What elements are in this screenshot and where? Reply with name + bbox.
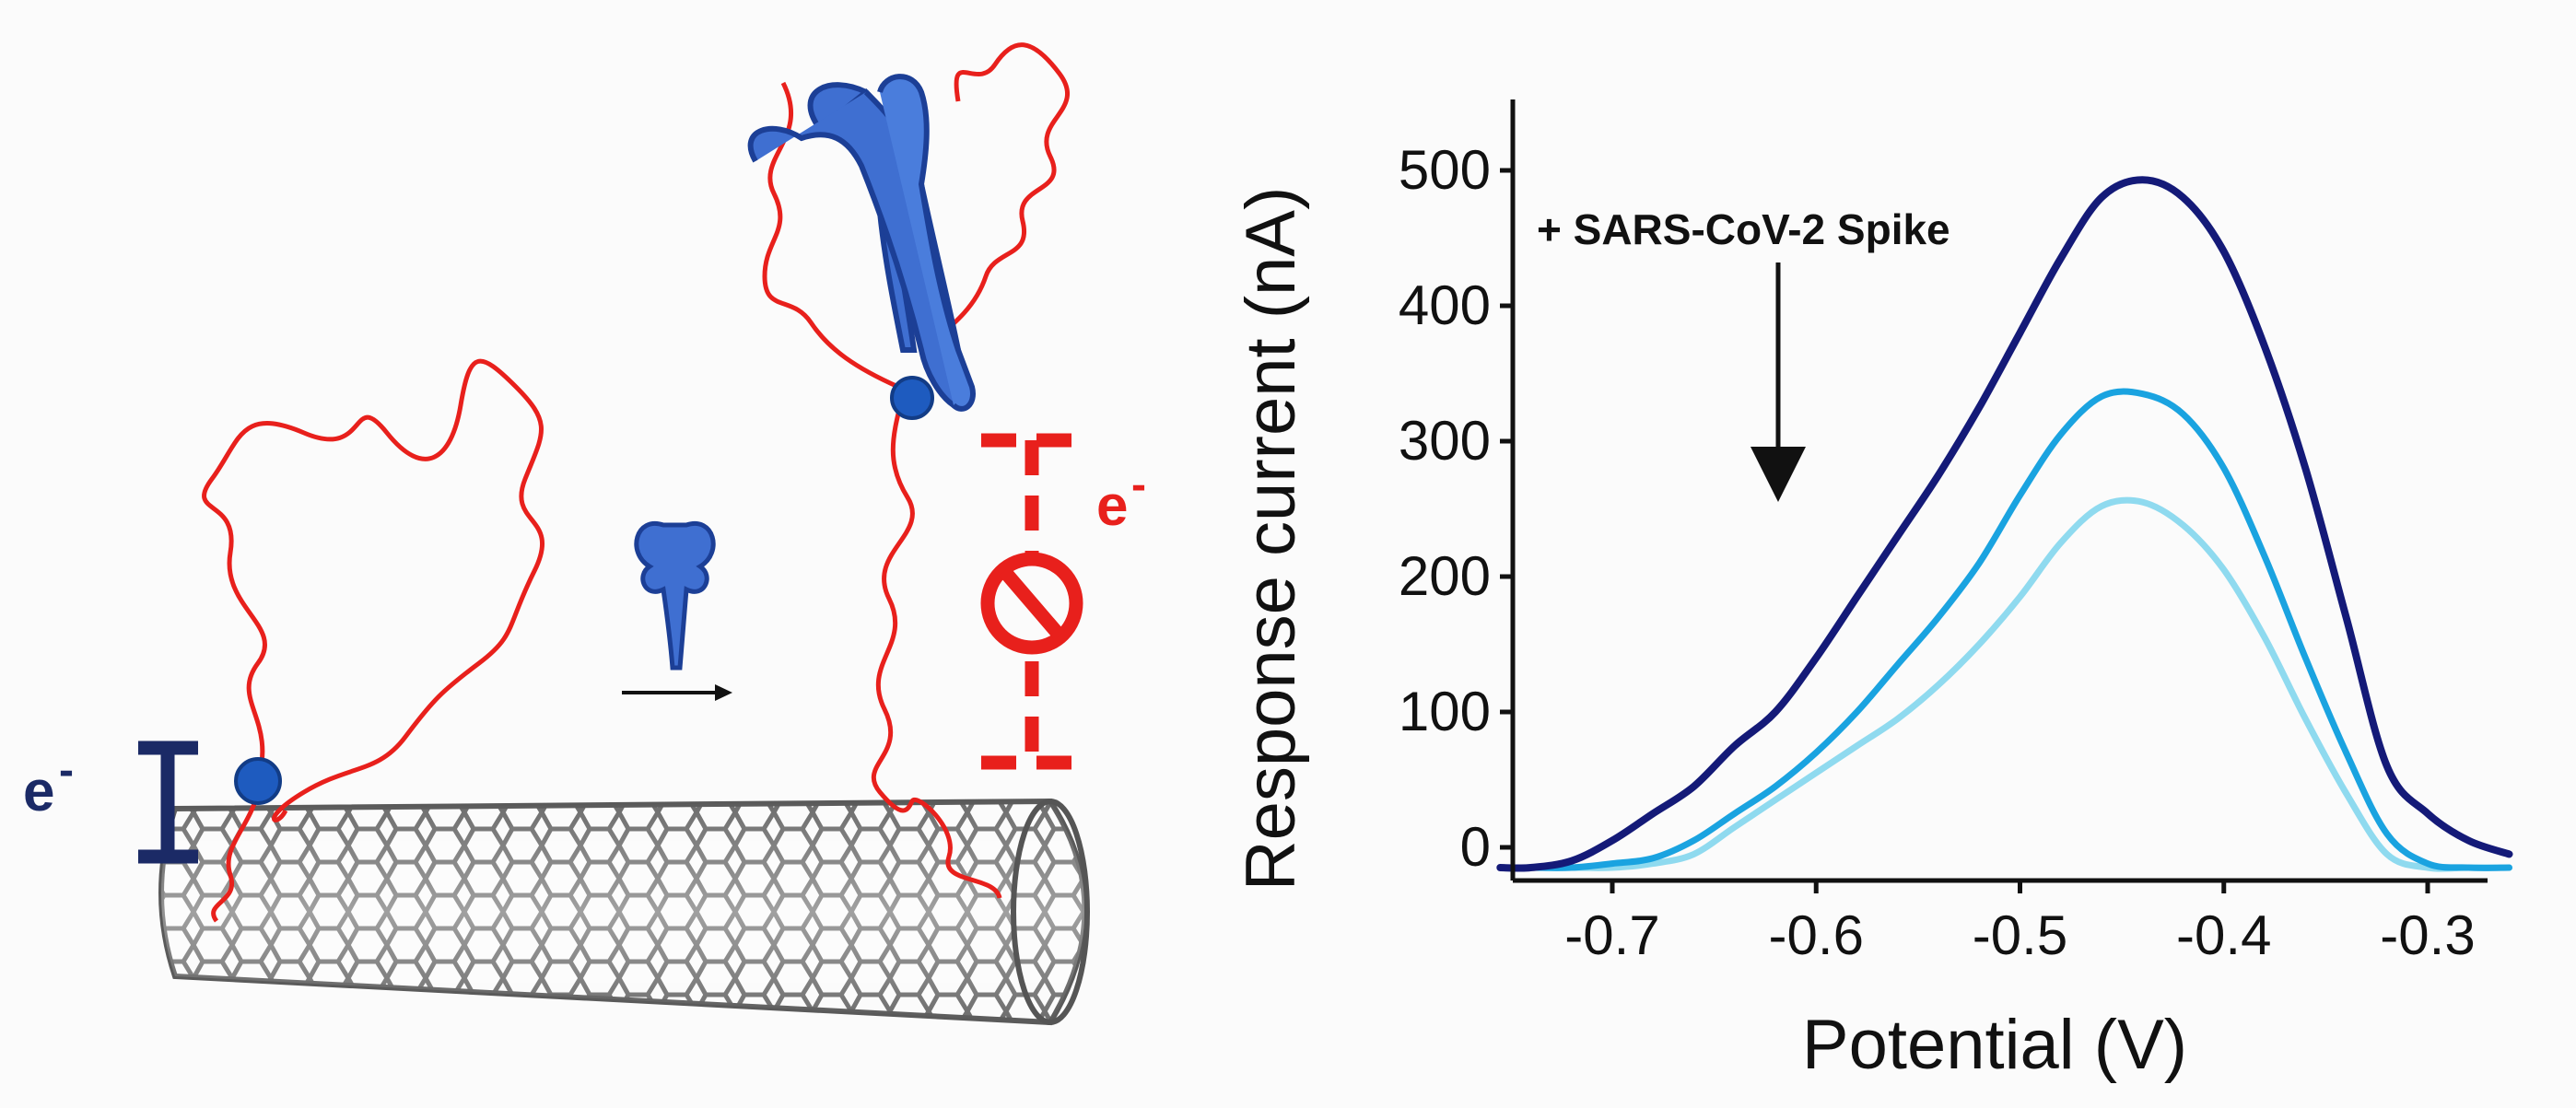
y-axis-label: Response current (nA) — [1232, 187, 1310, 892]
electron-superscript-right: - — [1131, 461, 1146, 509]
x-ticks: -0.7 -0.6 -0.5 -0.4 -0.3 — [1564, 881, 2476, 966]
y-tick-label: 400 — [1399, 274, 1491, 336]
y-tick-label: 500 — [1399, 139, 1491, 201]
aptamer-strand-left — [202, 358, 545, 822]
schematic: e - e - — [23, 42, 1146, 1026]
aptamer-tail-left — [211, 791, 261, 923]
electron-label-left: e — [23, 760, 54, 823]
spike-protein-large — [747, 74, 976, 412]
electron-label-right: e — [1096, 474, 1128, 538]
redox-reporter-right — [890, 376, 934, 420]
series-line-1 — [1496, 176, 2513, 872]
aptamer-loop-right — [762, 42, 1070, 390]
decrease-arrow — [1751, 262, 1806, 502]
spike-protein-small — [634, 520, 716, 671]
y-tick-label: 0 — [1460, 816, 1491, 878]
chart-annotation: + SARS-CoV-2 Spike — [1537, 205, 1950, 253]
y-ticks: 0 100 200 300 400 500 — [1399, 139, 1513, 878]
x-axis-label: Potential (V) — [1802, 1006, 2187, 1084]
x-tick-label: -0.7 — [1564, 904, 1659, 966]
x-tick-label: -0.3 — [2380, 904, 2475, 966]
electron-transfer-left: e - — [23, 741, 198, 864]
y-tick-label: 300 — [1399, 410, 1491, 472]
series-line-3 — [1496, 496, 2512, 872]
reaction-arrow — [622, 684, 732, 701]
carbon-nanotube — [158, 798, 1090, 1026]
y-tick-label: 100 — [1399, 681, 1491, 742]
electron-superscript-left: - — [59, 746, 74, 795]
chart: -0.7 -0.6 -0.5 -0.4 -0.3 0 100 200 300 400 500 Po… — [1232, 99, 2513, 1084]
aptamer-strand-right — [872, 393, 1002, 899]
y-tick-label: 200 — [1399, 545, 1491, 607]
x-tick-label: -0.6 — [1769, 904, 1864, 966]
series-layer — [1496, 176, 2513, 872]
series-line-2 — [1496, 388, 2512, 871]
x-tick-label: -0.4 — [2176, 904, 2271, 966]
nanotube-end — [1011, 799, 1090, 1025]
x-tick-label: -0.5 — [1973, 904, 2067, 966]
electron-transfer-blocked: e - — [980, 433, 1146, 770]
redox-reporter-left — [234, 757, 282, 805]
